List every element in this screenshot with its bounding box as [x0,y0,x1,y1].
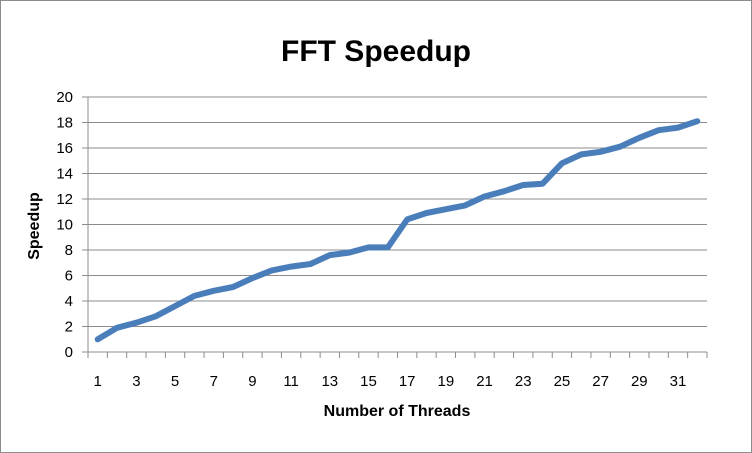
x-tick-label: 1 [94,373,102,390]
x-tick-label: 17 [399,373,416,390]
x-tick-label: 31 [670,373,687,390]
x-tick-label: 29 [631,373,648,390]
y-tick-label: 2 [65,319,73,336]
x-tick-label: 13 [321,373,338,390]
x-tick-label: 3 [132,373,140,390]
y-axis-title: Speedup [26,192,43,260]
x-tick-label: 21 [476,373,493,390]
x-tick-label: 19 [438,373,455,390]
x-tick-label: 11 [283,373,299,390]
series-line [94,118,701,343]
y-tick-label: 0 [65,344,73,361]
x-tick-labels: 1 3 5 7 9 11 13 15 17 19 21 23 25 27 29 31 [94,373,687,390]
y-tick-label: 8 [65,242,73,259]
y-tick-label: 14 [56,166,73,183]
chart-title: FFT Speedup [281,35,471,68]
x-tick-label: 15 [360,373,377,390]
y-tick-labels: 0 2 4 6 8 10 12 14 16 18 20 [56,89,73,361]
x-tick-label: 25 [554,373,571,390]
y-tick-label: 20 [56,89,73,106]
x-tick-label: 5 [171,373,179,390]
x-tick-label: 23 [515,373,532,390]
y-tick-label: 4 [65,293,73,310]
y-tick-label: 18 [56,115,73,132]
axes [82,96,708,358]
y-tick-label: 10 [56,217,73,234]
y-tick-label: 6 [65,268,73,285]
x-tick-label: 7 [210,373,218,390]
gridlines [88,96,707,327]
x-tick-label: 9 [248,373,256,390]
series-layer [94,118,701,343]
y-tick-label: 16 [56,140,73,157]
y-tick-label: 12 [56,191,73,208]
x-axis-title: Number of Threads [324,403,471,420]
x-tick-label: 27 [592,373,609,390]
